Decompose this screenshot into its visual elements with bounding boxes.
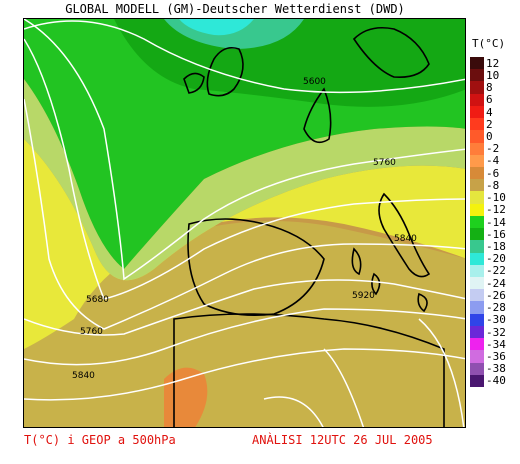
legend-label: -6 bbox=[486, 166, 500, 180]
legend-swatch bbox=[470, 142, 484, 155]
legend-label: -8 bbox=[486, 178, 500, 192]
band-pale-green bbox=[24, 79, 465, 281]
legend-label: 2 bbox=[486, 117, 493, 131]
legend-swatch bbox=[470, 179, 484, 192]
legend-swatch bbox=[470, 362, 484, 375]
legend-label: 4 bbox=[486, 105, 493, 119]
legend-label: -16 bbox=[486, 227, 506, 241]
legend-swatch bbox=[470, 154, 484, 167]
footer-analysis-time: ANÀLISI 12UTC 26 JUL 2005 bbox=[252, 433, 433, 447]
legend-swatch bbox=[470, 203, 484, 216]
legend-label: -14 bbox=[486, 215, 506, 229]
legend-label: -26 bbox=[486, 288, 506, 302]
legend-swatch bbox=[470, 118, 484, 131]
legend-label: -34 bbox=[486, 337, 506, 351]
legend-swatch bbox=[470, 277, 484, 290]
legend-label: -40 bbox=[486, 374, 506, 388]
legend-swatch bbox=[470, 313, 484, 326]
legend-swatch bbox=[470, 57, 484, 70]
legend-label: -38 bbox=[486, 362, 506, 376]
legend-title: T(°C) bbox=[472, 37, 506, 50]
legend-label: -30 bbox=[486, 313, 506, 327]
legend-swatch bbox=[470, 167, 484, 180]
legend-label: -28 bbox=[486, 301, 506, 315]
legend-swatch bbox=[470, 325, 484, 339]
legend-swatch bbox=[470, 289, 484, 302]
legend-label: -2 bbox=[486, 142, 500, 156]
legend-swatch bbox=[470, 130, 484, 143]
band-cyan bbox=[179, 19, 254, 36]
legend-label: -24 bbox=[486, 276, 506, 290]
contour-label: 5760 bbox=[373, 158, 396, 168]
legend-label: -18 bbox=[486, 239, 506, 253]
legend-label: -32 bbox=[486, 325, 506, 339]
legend-swatch bbox=[470, 374, 484, 387]
legend-label: 6 bbox=[486, 93, 493, 107]
legend-label: 8 bbox=[486, 81, 493, 95]
legend-swatch bbox=[470, 240, 484, 253]
contour-label: 5840 bbox=[394, 234, 417, 244]
legend-label: 12 bbox=[486, 56, 500, 70]
contour-label: 5600 bbox=[303, 77, 326, 87]
legend-label: -20 bbox=[486, 252, 506, 266]
legend-swatch bbox=[470, 228, 484, 241]
legend-label: -4 bbox=[486, 154, 500, 168]
legend-swatch bbox=[470, 105, 484, 119]
color-legend bbox=[470, 57, 484, 387]
legend-swatch bbox=[470, 338, 484, 351]
legend-swatch bbox=[470, 301, 484, 314]
footer-variable: T(°C) i GEOP a 500hPa bbox=[24, 433, 176, 447]
legend-label: 10 bbox=[486, 68, 500, 82]
contour-label: 5680 bbox=[86, 295, 109, 305]
contour-label: 5920 bbox=[352, 291, 375, 301]
legend-label: -36 bbox=[486, 349, 506, 363]
contour-labels: 5600 5680 5760 5760 5840 5840 5920 bbox=[72, 77, 417, 381]
legend-swatch bbox=[470, 252, 484, 265]
legend-swatch bbox=[470, 215, 484, 229]
map-title: GLOBAL MODELL (GM)-Deutscher Wetterdiens… bbox=[65, 2, 405, 16]
legend-swatch bbox=[470, 69, 484, 82]
legend-label: -12 bbox=[486, 203, 506, 217]
legend-swatch bbox=[470, 350, 484, 363]
legend-label: 0 bbox=[486, 129, 493, 143]
contour-label: 5840 bbox=[72, 371, 95, 381]
legend-swatch bbox=[470, 264, 484, 277]
band-yellow bbox=[24, 139, 465, 349]
geopotential-contours bbox=[24, 19, 465, 427]
legend-label: -22 bbox=[486, 264, 506, 278]
legend-swatch bbox=[470, 81, 484, 94]
legend-swatch bbox=[470, 93, 484, 106]
legend-swatch bbox=[470, 191, 484, 204]
legend-label: -10 bbox=[486, 191, 506, 205]
weather-map[interactable]: 5600 5680 5760 5760 5840 5840 5920 bbox=[23, 18, 466, 428]
contour-label: 5760 bbox=[80, 327, 103, 337]
